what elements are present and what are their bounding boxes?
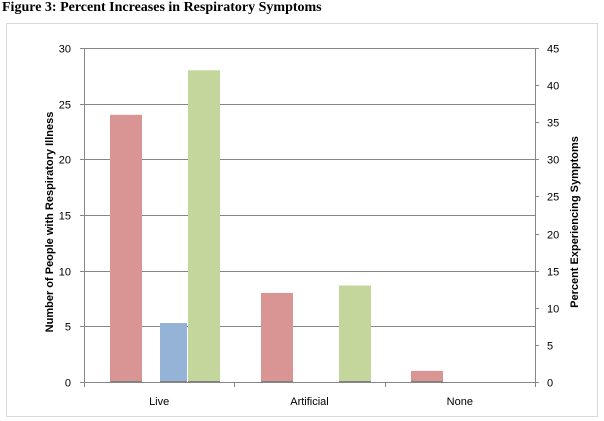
left-tick-label: 30	[59, 44, 71, 56]
right-tick-label: 35	[547, 118, 559, 130]
left-tick-label: 5	[65, 322, 71, 334]
right-tick-label: 30	[547, 155, 559, 167]
bars	[110, 70, 443, 383]
bar-artificial-series-1	[261, 292, 293, 382]
left-tick-label: 15	[59, 211, 71, 223]
right-tick-label: 25	[547, 192, 559, 204]
right-tick-label: 45	[547, 44, 559, 56]
left-tick-label: 25	[59, 100, 71, 112]
figure-title: Figure 3: Percent Increases in Respirato…	[2, 0, 322, 15]
category-label: Artificial	[290, 396, 329, 408]
right-tick-label: 40	[547, 81, 559, 93]
chart-border	[6, 23, 598, 417]
right-tick-labels: 0 5 10 15 20 25 30 35 40 45	[535, 44, 559, 390]
bar-live-series-1	[110, 114, 142, 383]
bar-none-series-1	[411, 370, 443, 382]
bar-live-series-2	[160, 322, 187, 382]
right-axis-label: Percent Experiencing Symptoms	[569, 136, 581, 308]
right-tick-label: 0	[547, 378, 553, 390]
left-tick-label: 0	[65, 378, 71, 390]
left-tick-labels: 0 5 10 15 20 25 30	[59, 44, 84, 390]
right-tick-label: 20	[547, 230, 559, 242]
category-label: Live	[149, 396, 169, 408]
category-labels: Live Artificial None	[84, 382, 536, 408]
category-label: None	[447, 396, 473, 408]
bar-artificial-series-3	[339, 285, 371, 382]
left-tick-label: 20	[59, 155, 71, 167]
left-axis-label: Number of People with Respiratory Illnes…	[44, 112, 56, 333]
axes	[84, 48, 536, 383]
left-tick-label: 10	[59, 267, 71, 279]
right-tick-label: 5	[547, 341, 553, 353]
right-tick-label: 15	[547, 267, 559, 279]
bar-live-series-3	[188, 70, 220, 383]
right-tick-label: 10	[547, 304, 559, 316]
